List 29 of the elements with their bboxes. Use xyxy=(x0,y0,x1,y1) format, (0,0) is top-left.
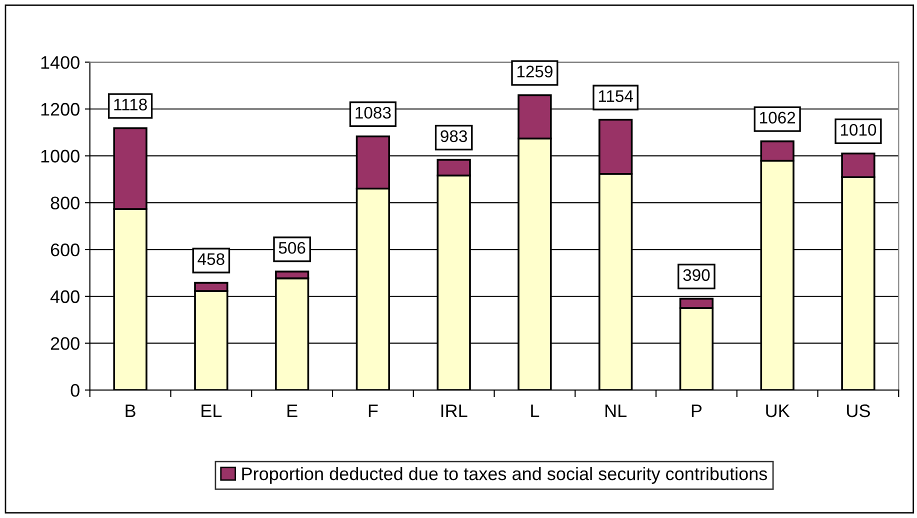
y-tick-label: 600 xyxy=(50,243,80,256)
x-tick-label: NL xyxy=(606,404,627,418)
legend-label: Proportion deducted due to taxes and social security contributions xyxy=(242,466,768,484)
y-tick-label: 1000 xyxy=(41,150,80,163)
y-tick-label: 800 xyxy=(50,196,80,210)
x-tick-label: EL xyxy=(202,404,222,418)
y-tick-label: 200 xyxy=(50,337,80,350)
y-tick-label: 400 xyxy=(50,290,80,304)
x-tick-label: L xyxy=(531,404,540,418)
total-label: 458 xyxy=(198,253,224,266)
total-label: 1259 xyxy=(517,66,552,78)
total-label: 390 xyxy=(683,269,710,281)
x-tick-label: B xyxy=(126,404,136,418)
total-label: 1154 xyxy=(598,90,634,102)
x-tick-label: F xyxy=(368,404,378,418)
x-tick-label: E xyxy=(288,404,298,418)
y-tick-label: 1400 xyxy=(41,56,80,69)
total-label: 1083 xyxy=(356,106,391,119)
y-tick-label: 1200 xyxy=(41,102,80,116)
y-tick-label: 0 xyxy=(70,384,80,397)
total-label: 506 xyxy=(278,242,306,254)
total-label: 983 xyxy=(440,130,467,142)
x-tick-label: IRL xyxy=(441,404,468,418)
total-label: 1062 xyxy=(760,112,796,124)
x-tick-label: UK xyxy=(766,404,790,418)
x-tick-label: US xyxy=(847,404,870,418)
total-label: 1010 xyxy=(840,124,876,136)
x-tick-label: P xyxy=(692,404,702,418)
total-label: 1118 xyxy=(114,98,147,110)
